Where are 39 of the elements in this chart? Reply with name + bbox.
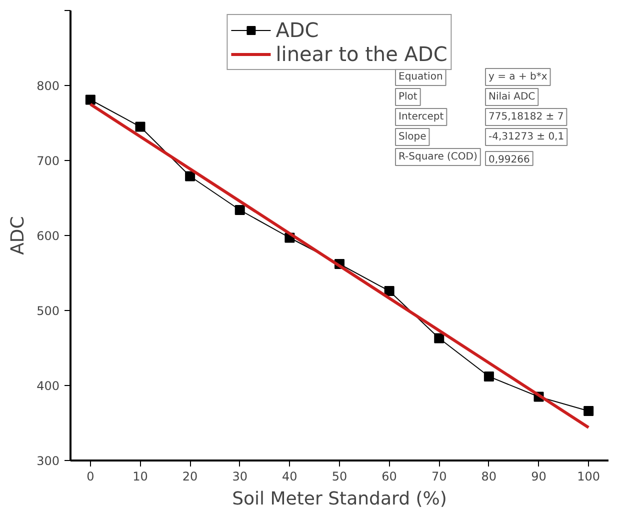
x-tick-label: 50 bbox=[332, 470, 348, 484]
x-tick-label: 90 bbox=[531, 470, 546, 484]
point bbox=[434, 333, 444, 344]
annotation: R-Square (COD) bbox=[398, 152, 478, 162]
annotation: Intercept bbox=[398, 112, 444, 122]
point bbox=[234, 205, 245, 215]
annotation: -4,31273 ± 0,1 bbox=[488, 132, 564, 142]
y-tick-label: 300 bbox=[36, 454, 60, 468]
point bbox=[85, 94, 96, 105]
legend-label: linear to the ADC bbox=[276, 42, 448, 66]
y-tick-label: 700 bbox=[36, 154, 60, 168]
annotation: 775,18182 ± 7 bbox=[488, 112, 564, 122]
y-tick-label: 500 bbox=[36, 304, 60, 318]
x-tick-label: 0 bbox=[86, 470, 94, 484]
point bbox=[384, 286, 394, 296]
legend-label: ADC bbox=[276, 18, 319, 42]
y-tick-label: 800 bbox=[36, 79, 60, 93]
annotation: Equation bbox=[398, 72, 443, 82]
x-tick-label: 60 bbox=[382, 470, 397, 484]
x-tick-label: 30 bbox=[232, 470, 248, 484]
annotation: y = a + b*x bbox=[488, 72, 548, 82]
annotation: Slope bbox=[398, 132, 426, 142]
x-axis-title: Soil Meter Standard (%) bbox=[232, 488, 447, 510]
annotation: Plot bbox=[398, 92, 418, 102]
x-tick-label: 80 bbox=[481, 470, 497, 484]
y-tick-label: 400 bbox=[36, 379, 60, 393]
point bbox=[135, 122, 146, 132]
x-tick-label: 70 bbox=[431, 470, 447, 484]
x-tick-label: 40 bbox=[282, 470, 298, 484]
annotation: 0,99266 bbox=[488, 154, 530, 166]
x-tick-label: 100 bbox=[577, 470, 600, 484]
x-tick-label: 10 bbox=[132, 470, 148, 484]
y-axis-title: ADC bbox=[8, 216, 29, 255]
x-tick-label: 20 bbox=[182, 470, 198, 484]
y-tick-label: 600 bbox=[36, 229, 60, 243]
point bbox=[484, 372, 494, 382]
annotation: Nilai ADC bbox=[488, 92, 536, 102]
point bbox=[185, 171, 196, 182]
point bbox=[584, 406, 594, 416]
